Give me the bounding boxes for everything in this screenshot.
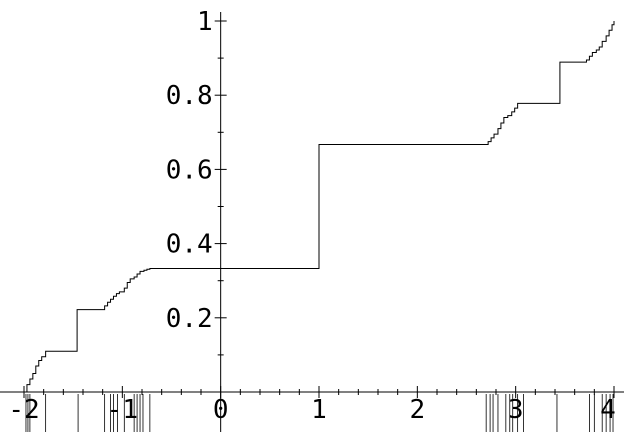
axes (0, 12, 624, 432)
y-tick-label: 1 (197, 7, 213, 37)
y-tick-label: 0.8 (166, 81, 213, 111)
x-tick-label: 1 (311, 395, 327, 425)
x-tick-label: 2 (410, 395, 426, 425)
rug-marks (25, 394, 614, 432)
y-tick-label: 0.2 (166, 304, 213, 334)
x-tick-label: -1 (107, 395, 138, 425)
plot-area (24, 21, 615, 393)
x-tick-label: 0 (213, 395, 229, 425)
axis-ticks (23, 20, 615, 398)
y-tick-label: 0.4 (166, 230, 213, 260)
x-tick-label: 3 (508, 395, 524, 425)
y-tick-label: 0.6 (166, 155, 213, 185)
series-line (24, 21, 615, 393)
x-tick-label: -2 (8, 395, 39, 425)
x-tick-label: 4 (600, 395, 616, 425)
tick-labels: -2 -1 0 1 2 3 4 0.2 0.4 0.6 0.8 1 (8, 7, 615, 425)
